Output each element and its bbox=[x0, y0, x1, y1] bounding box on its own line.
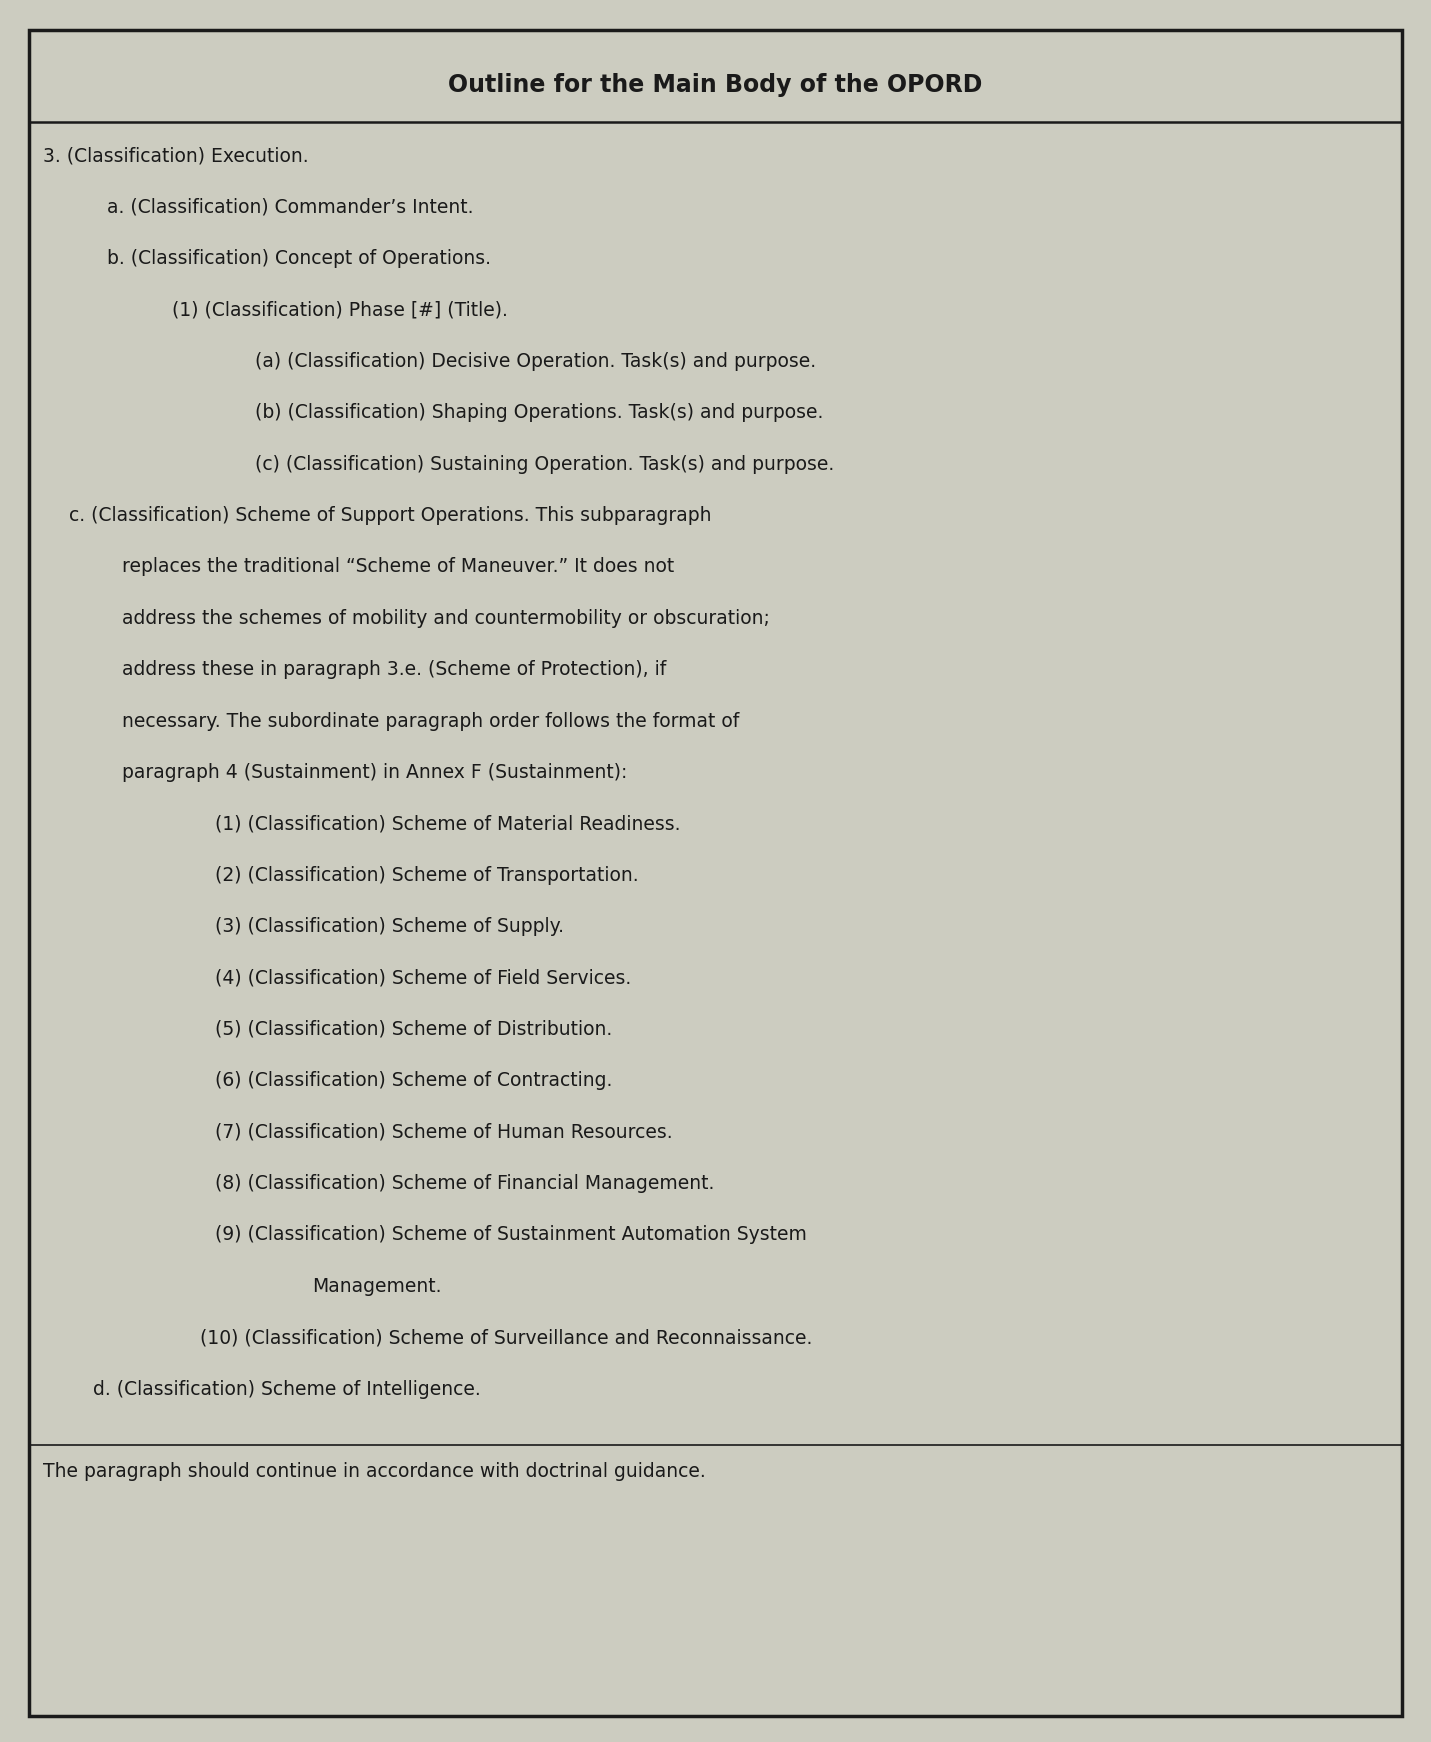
Text: address these in paragraph 3.e. (Scheme of Protection), if: address these in paragraph 3.e. (Scheme … bbox=[122, 660, 665, 679]
Text: c. (Classification) Scheme of Support Operations. This subparagraph: c. (Classification) Scheme of Support Op… bbox=[69, 505, 711, 524]
Text: (10) (Classification) Scheme of Surveillance and Reconnaissance.: (10) (Classification) Scheme of Surveill… bbox=[200, 1327, 813, 1347]
Text: The paragraph should continue in accordance with doctrinal guidance.: The paragraph should continue in accorda… bbox=[43, 1462, 705, 1481]
Text: (1) (Classification) Phase [#] (Title).: (1) (Classification) Phase [#] (Title). bbox=[172, 301, 508, 319]
Text: (3) (Classification) Scheme of Supply.: (3) (Classification) Scheme of Supply. bbox=[215, 916, 564, 935]
Text: Outline for the Main Body of the OPORD: Outline for the Main Body of the OPORD bbox=[448, 73, 983, 98]
Text: address the schemes of mobility and countermobility or obscuration;: address the schemes of mobility and coun… bbox=[122, 608, 770, 627]
Text: (1) (Classification) Scheme of Material Readiness.: (1) (Classification) Scheme of Material … bbox=[215, 814, 680, 833]
Text: (8) (Classification) Scheme of Financial Management.: (8) (Classification) Scheme of Financial… bbox=[215, 1174, 714, 1193]
Text: b. (Classification) Concept of Operations.: b. (Classification) Concept of Operation… bbox=[107, 249, 491, 268]
Text: (7) (Classification) Scheme of Human Resources.: (7) (Classification) Scheme of Human Res… bbox=[215, 1122, 673, 1141]
Text: (4) (Classification) Scheme of Field Services.: (4) (Classification) Scheme of Field Ser… bbox=[215, 969, 631, 988]
Text: paragraph 4 (Sustainment) in Annex F (Sustainment):: paragraph 4 (Sustainment) in Annex F (Su… bbox=[122, 763, 627, 782]
Text: (a) (Classification) Decisive Operation. Task(s) and purpose.: (a) (Classification) Decisive Operation.… bbox=[255, 352, 816, 371]
FancyBboxPatch shape bbox=[29, 30, 1402, 1716]
Text: Management.: Management. bbox=[312, 1277, 441, 1296]
Text: (2) (Classification) Scheme of Transportation.: (2) (Classification) Scheme of Transport… bbox=[215, 866, 638, 885]
Text: d. (Classification) Scheme of Intelligence.: d. (Classification) Scheme of Intelligen… bbox=[93, 1380, 481, 1399]
Text: replaces the traditional “Scheme of Maneuver.” It does not: replaces the traditional “Scheme of Mane… bbox=[122, 557, 674, 577]
Text: (b) (Classification) Shaping Operations. Task(s) and purpose.: (b) (Classification) Shaping Operations.… bbox=[255, 402, 823, 422]
Text: (5) (Classification) Scheme of Distribution.: (5) (Classification) Scheme of Distribut… bbox=[215, 1019, 612, 1038]
Text: necessary. The subordinate paragraph order follows the format of: necessary. The subordinate paragraph ord… bbox=[122, 711, 738, 730]
Text: (c) (Classification) Sustaining Operation. Task(s) and purpose.: (c) (Classification) Sustaining Operatio… bbox=[255, 455, 834, 474]
Text: a. (Classification) Commander’s Intent.: a. (Classification) Commander’s Intent. bbox=[107, 197, 474, 216]
Text: 3. (Classification) Execution.: 3. (Classification) Execution. bbox=[43, 146, 309, 165]
Text: (9) (Classification) Scheme of Sustainment Automation System: (9) (Classification) Scheme of Sustainme… bbox=[215, 1225, 807, 1244]
Text: (6) (Classification) Scheme of Contracting.: (6) (Classification) Scheme of Contracti… bbox=[215, 1071, 612, 1090]
